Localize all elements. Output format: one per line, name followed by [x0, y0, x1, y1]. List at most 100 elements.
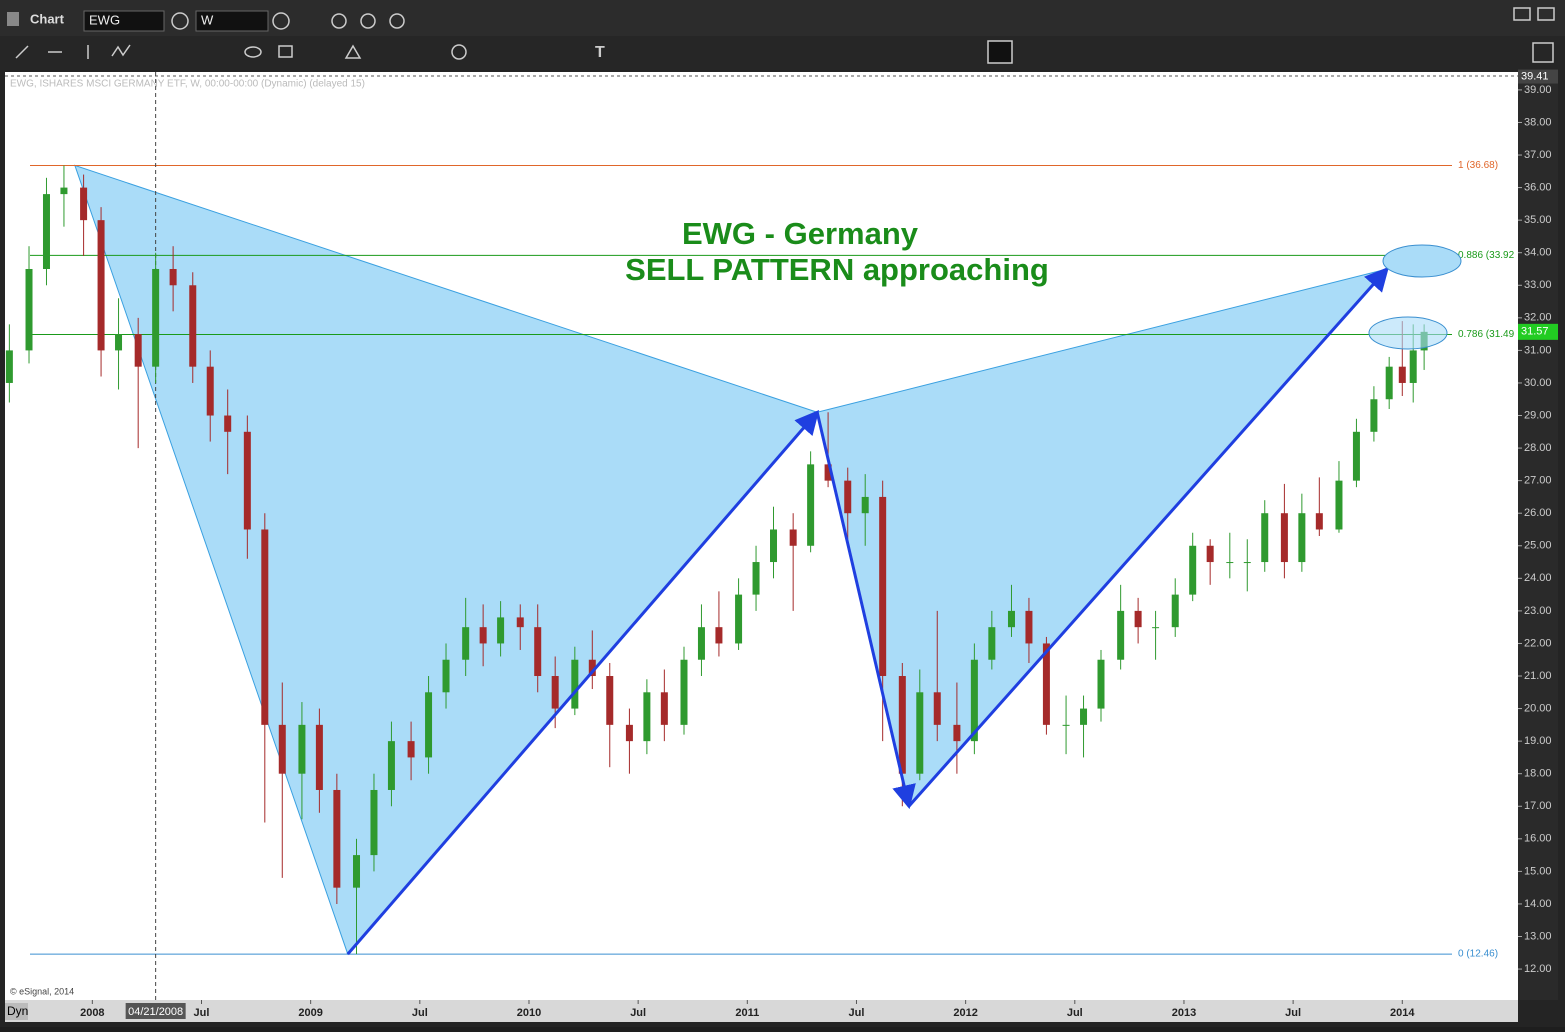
price-axis — [1518, 72, 1558, 1000]
candle-body — [1171, 594, 1179, 628]
candle-body — [807, 464, 815, 546]
y-tick-label: 27.00 — [1524, 475, 1552, 487]
candle-body — [97, 220, 105, 351]
tool-text[interactable]: T — [595, 44, 605, 61]
y-tick-label: 34.00 — [1524, 247, 1552, 259]
last-price: 31.57 — [1521, 326, 1549, 338]
pattern-arrow — [346, 409, 820, 956]
drawing-toolbar — [0, 36, 1565, 70]
candle-body — [844, 480, 852, 514]
y-tick-label: 36.00 — [1524, 181, 1552, 193]
candle-body — [1117, 610, 1125, 660]
restore-button[interactable] — [1513, 7, 1531, 21]
tool-wave[interactable] — [111, 44, 131, 57]
copyright: © eSignal, 2014 — [10, 986, 74, 996]
candle-body — [278, 724, 286, 774]
x-tick-label: 2012 — [953, 1007, 977, 1019]
tool-line[interactable] — [15, 45, 29, 59]
candle-body — [988, 627, 996, 660]
clock-button[interactable] — [272, 12, 290, 30]
tool-circles[interactable] — [451, 44, 467, 60]
candle-body — [425, 692, 433, 758]
mode-box[interactable] — [5, 1003, 28, 1020]
fib-label: 1 (36.68) — [1458, 160, 1498, 171]
y-tick-label: 35.00 — [1524, 214, 1552, 226]
candle-body — [1134, 610, 1142, 628]
candle-body — [680, 659, 688, 725]
candle-body — [261, 529, 269, 725]
y-tick-label: 24.00 — [1524, 572, 1552, 584]
candle-body — [770, 529, 778, 563]
top-price: 39.41 — [1521, 70, 1549, 82]
candle-body — [898, 676, 906, 774]
auto-button[interactable] — [389, 13, 405, 29]
top-price-box — [1518, 69, 1558, 84]
x-tick-label: 2013 — [1172, 1007, 1196, 1019]
tool-triangle[interactable] — [344, 44, 362, 59]
y-tick-label: 32.00 — [1524, 312, 1552, 324]
toolbar-icons — [171, 7, 1555, 30]
cursor-label-box — [125, 1003, 186, 1019]
candle-body — [115, 334, 123, 351]
x-tick-label: Jul — [630, 1007, 646, 1019]
candle-body — [1398, 366, 1406, 383]
candle-body — [1243, 562, 1251, 564]
x-tick-label: 2014 — [1390, 1007, 1415, 1019]
chart-header: EWG, ISHARES MSCI GERMANY ETF, W, 00:00-… — [10, 79, 365, 90]
candle-body — [407, 741, 415, 758]
candle-body — [243, 431, 251, 530]
refresh-button[interactable] — [331, 13, 347, 29]
x-tick-label: 2011 — [735, 1007, 759, 1019]
y-tick-label: 37.00 — [1524, 149, 1552, 161]
close-button[interactable] — [1537, 7, 1555, 21]
candle-body — [970, 659, 978, 742]
highlight-ellipse — [1382, 244, 1462, 278]
chart-subtitle: SELL PATTERN approaching — [625, 252, 1049, 287]
candle-body — [42, 194, 50, 269]
play-button[interactable] — [360, 13, 376, 29]
candle-body — [625, 724, 633, 742]
y-tick-label: 16.00 — [1524, 833, 1552, 845]
y-tick-label: 22.00 — [1524, 637, 1552, 649]
symbol[interactable]: EWG — [89, 12, 120, 27]
y-tick-label: 29.00 — [1524, 409, 1552, 421]
cursor-label: 04/21/2008 — [128, 1006, 183, 1018]
candle-body — [735, 594, 743, 644]
candle-body — [571, 659, 579, 709]
mode[interactable]: Dyn — [7, 1004, 28, 1018]
candle-body — [1206, 545, 1214, 563]
candle-body — [1189, 545, 1197, 595]
tool-ellipse[interactable] — [244, 46, 262, 58]
tool-magnet[interactable] — [987, 40, 1013, 64]
y-tick-label: 31.00 — [1524, 344, 1552, 356]
candle-body — [169, 268, 177, 286]
y-tick-label: 23.00 — [1524, 605, 1552, 617]
candle-body — [1385, 366, 1393, 400]
y-tick-label: 18.00 — [1524, 768, 1552, 780]
candle-body — [298, 724, 306, 774]
y-tick-label: 17.00 — [1524, 800, 1552, 812]
candle-body — [697, 627, 705, 660]
drawing-tools: T — [15, 40, 1554, 64]
symbol-input[interactable] — [83, 10, 165, 32]
chart-title: EWG - Germany — [682, 216, 919, 251]
interval-input[interactable] — [195, 10, 269, 32]
settings-button[interactable] — [171, 12, 189, 30]
candle-body — [134, 334, 142, 367]
interval[interactable]: W — [201, 12, 214, 27]
y-tick-label: 30.00 — [1524, 377, 1552, 389]
candle-body — [861, 496, 869, 514]
tool-rect[interactable] — [278, 45, 293, 58]
y-tick-label: 12.00 — [1524, 963, 1552, 975]
candle-body — [479, 627, 487, 644]
candle-body — [1080, 708, 1088, 725]
candle-body — [953, 724, 961, 742]
tool-menu[interactable] — [1532, 42, 1554, 63]
x-tick-label: 2009 — [298, 1007, 322, 1019]
x-tick-label: Jul — [849, 1007, 865, 1019]
window-title: Chart — [30, 11, 65, 26]
y-tick-label: 21.00 — [1524, 670, 1552, 682]
candle-body — [1409, 350, 1417, 383]
